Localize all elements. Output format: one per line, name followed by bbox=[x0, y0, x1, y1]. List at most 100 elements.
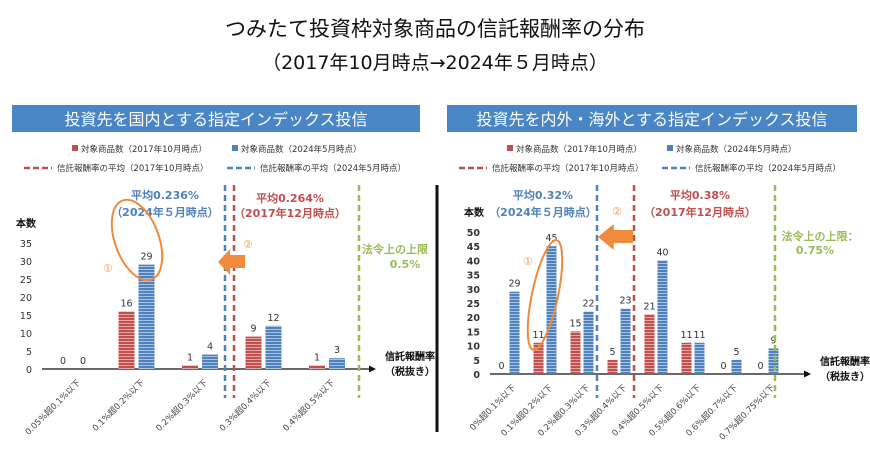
panel-title: 投資先を内外・海外とする指定インデックス投信 bbox=[476, 110, 827, 129]
data-label: 0 bbox=[757, 361, 763, 372]
data-label: 23 bbox=[619, 296, 631, 307]
y-tick-label: 25 bbox=[467, 299, 480, 310]
main-title: つみたて投資枠対象商品の信託報酬率の分布 bbox=[225, 17, 645, 41]
x-axis-label: 信託報酬率 bbox=[820, 355, 870, 368]
data-label: 22 bbox=[582, 299, 594, 310]
panel-header bbox=[12, 105, 420, 132]
bar-2017 bbox=[533, 342, 544, 374]
y-tick-label: 20 bbox=[20, 293, 32, 304]
data-label: 40 bbox=[656, 247, 668, 258]
panel-header bbox=[447, 105, 857, 132]
x-tick-label: 0.4%超0.5%以下 bbox=[281, 377, 338, 434]
bar-2017 bbox=[118, 311, 135, 369]
data-label: 9 bbox=[770, 335, 776, 346]
data-label: 3 bbox=[334, 345, 340, 356]
main-subtitle: （2017年10月時点→2024年５月時点） bbox=[262, 52, 608, 74]
data-label: 21 bbox=[643, 301, 655, 312]
data-label: 9 bbox=[250, 324, 256, 335]
x-axis-arrowhead bbox=[804, 370, 811, 378]
y-tick-label: 40 bbox=[467, 256, 481, 267]
shift-arrow-icon bbox=[218, 249, 245, 275]
y-tick-label: 0 bbox=[26, 365, 32, 376]
data-label: 1 bbox=[314, 352, 320, 363]
bar-2017 bbox=[681, 342, 692, 374]
marker-1: ① bbox=[103, 262, 113, 275]
y-tick-label: 10 bbox=[20, 329, 32, 340]
legend-swatch-blue bbox=[232, 145, 238, 151]
data-label: 1 bbox=[187, 352, 193, 363]
average-2017-date: （2017年12月時点） bbox=[234, 206, 346, 220]
data-label: 11 bbox=[680, 330, 692, 341]
legend-label: 信託報酬率の平均（2024年5月時点） bbox=[695, 163, 841, 174]
y-tick-label: 30 bbox=[467, 285, 481, 296]
x-axis-label: 信託報酬率 bbox=[385, 350, 435, 363]
y-tick-label: 5 bbox=[26, 347, 32, 358]
bar-2017 bbox=[644, 314, 655, 374]
data-label: 5 bbox=[733, 347, 739, 358]
panel-title: 投資先を国内とする指定インデックス投信 bbox=[64, 110, 367, 129]
legend-swatch-red bbox=[72, 145, 78, 151]
legend-label: 信託報酬率の平均（2024年5月時点） bbox=[260, 163, 406, 174]
legal-limit-value: 0.5% bbox=[390, 258, 421, 271]
data-label: 4 bbox=[207, 342, 213, 353]
bar-2024 bbox=[694, 342, 705, 374]
y-tick-label: 5 bbox=[473, 356, 480, 367]
y-tick-label: 25 bbox=[20, 275, 32, 286]
y-tick-label: 10 bbox=[467, 342, 481, 353]
bar-2024 bbox=[546, 246, 557, 374]
data-label: 0 bbox=[80, 356, 86, 367]
x-axis-label: （税抜き） bbox=[385, 365, 435, 378]
bar-2024 bbox=[768, 348, 779, 374]
data-label: 5 bbox=[609, 347, 615, 358]
legal-limit-label: 法令上の上限： bbox=[782, 229, 859, 243]
y-axis-label: 本数 bbox=[464, 206, 485, 219]
bar-2024 bbox=[265, 325, 282, 369]
x-axis-label: （税抜き） bbox=[820, 370, 870, 383]
bar-2024 bbox=[620, 308, 631, 374]
marker-1: ① bbox=[523, 255, 533, 268]
y-tick-label: 15 bbox=[20, 311, 32, 322]
y-tick-label: 50 bbox=[467, 228, 481, 239]
legend-label: 対象商品数（2024年5月時点） bbox=[241, 144, 362, 155]
legal-limit-value: 0.75% bbox=[796, 244, 834, 257]
bar-2024 bbox=[583, 311, 594, 374]
y-tick-label: 35 bbox=[20, 239, 32, 250]
average-2024-label: 平均0.236% bbox=[131, 188, 199, 202]
bar-2024 bbox=[138, 264, 155, 369]
legend-label: 対象商品数（2024年5月時点） bbox=[676, 144, 797, 155]
bar-2024 bbox=[202, 354, 218, 369]
bar-2024 bbox=[329, 358, 345, 369]
legend-label: 信託報酬率の平均（2017年10月時点） bbox=[492, 163, 643, 174]
data-label: 15 bbox=[569, 318, 581, 329]
data-label: 16 bbox=[120, 298, 132, 309]
bar-2024 bbox=[509, 291, 520, 374]
average-2024-label: 平均0.32% bbox=[513, 188, 573, 202]
bar-2017 bbox=[182, 365, 198, 369]
data-label: 12 bbox=[267, 313, 279, 324]
data-label: 11 bbox=[693, 330, 705, 341]
data-label: 29 bbox=[140, 252, 152, 263]
data-label: 29 bbox=[508, 279, 520, 290]
legend-label: 信託報酬率の平均（2017年10月時点） bbox=[57, 163, 208, 174]
bar-2024 bbox=[731, 359, 742, 374]
x-tick-label: 0.1%超0.2%以下 bbox=[90, 377, 147, 434]
legend-label: 対象商品数（2017年10月時点） bbox=[81, 144, 207, 155]
y-tick-label: 20 bbox=[467, 313, 481, 324]
bar-2024 bbox=[657, 260, 668, 374]
legend-swatch-red bbox=[507, 145, 513, 151]
highlight-ellipse bbox=[110, 198, 164, 282]
legend-label: 対象商品数（2017年10月時点） bbox=[516, 144, 642, 155]
marker-2: ② bbox=[612, 205, 622, 218]
average-2024-date: （2024年５月時点） bbox=[489, 205, 597, 219]
y-tick-label: 15 bbox=[467, 327, 480, 338]
average-2024-date: （2024年５月時点） bbox=[111, 205, 219, 219]
data-label: 11 bbox=[532, 330, 544, 341]
bar-2017 bbox=[309, 365, 325, 369]
y-tick-label: 35 bbox=[467, 271, 480, 282]
y-tick-label: 30 bbox=[20, 257, 32, 268]
data-label: 0 bbox=[60, 356, 66, 367]
x-tick-label: 0.2%超0.3%以下 bbox=[154, 377, 211, 434]
y-tick-label: 45 bbox=[467, 242, 480, 253]
legal-limit-label: 法令上の上限 bbox=[362, 242, 428, 256]
